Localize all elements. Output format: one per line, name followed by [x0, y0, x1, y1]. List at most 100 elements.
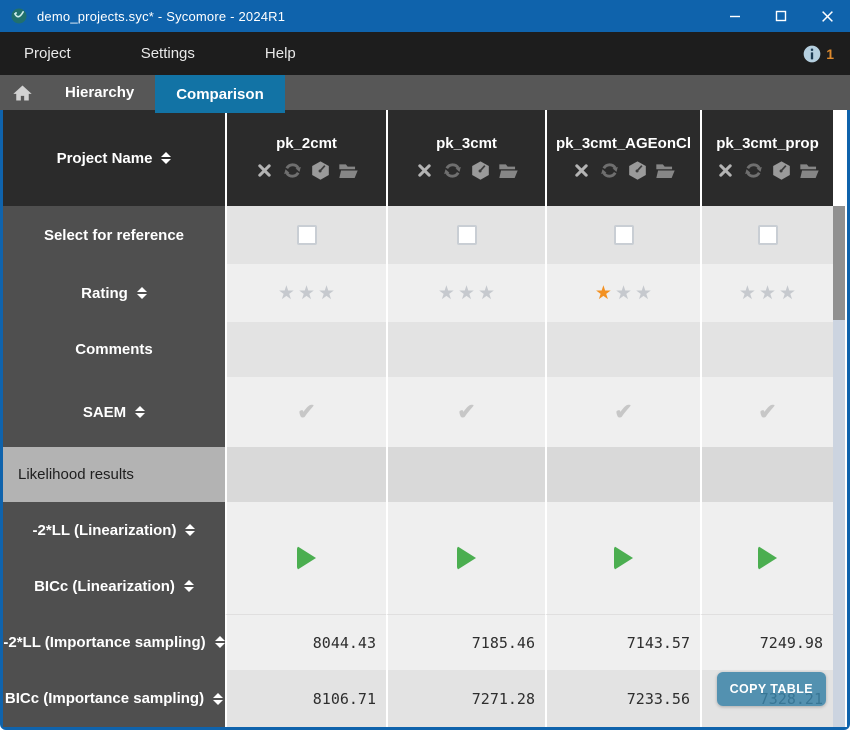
title-bar: demo_projects.syc* - Sycomore - 2024R1 — [0, 0, 850, 32]
scrollbar-thumb[interactable] — [833, 206, 845, 320]
section-cell — [225, 447, 386, 502]
star-rating[interactable] — [438, 282, 495, 305]
tab-comparison[interactable]: Comparison — [155, 75, 285, 113]
comparison-table: Project Name pk_2cmt pk_3cmt pk_3cmt_AGE… — [0, 110, 850, 730]
row-label-text: Comments — [75, 341, 153, 358]
run-linearization-play-icon[interactable] — [457, 546, 476, 570]
saem-cell-pk-3cmt-ageoncl — [545, 377, 700, 447]
sort-icon — [183, 580, 194, 592]
star-icon[interactable] — [779, 282, 796, 305]
menu-bar: Project Settings Help 1 — [0, 32, 850, 75]
sort-icon — [214, 636, 225, 648]
run-linearization-play-icon[interactable] — [297, 546, 316, 570]
reference-checkbox[interactable] — [456, 225, 477, 245]
reload-project-icon[interactable] — [743, 160, 764, 181]
run-linearization-play-icon[interactable] — [758, 546, 777, 570]
project-column-name: pk_3cmt_AGEonCl — [555, 135, 692, 152]
monolix-project-icon[interactable] — [470, 160, 491, 181]
row-label-rating[interactable]: Rating — [3, 264, 225, 322]
maximize-icon — [775, 10, 787, 22]
tab-hierarchy[interactable]: Hierarchy — [65, 84, 135, 101]
row-label-text: BICc (Importance sampling) — [4, 690, 205, 707]
menu-help[interactable]: Help — [264, 45, 296, 62]
star-icon[interactable] — [615, 282, 632, 305]
linearization-cell-pk-3cmt-prop — [700, 502, 833, 614]
minimize-button[interactable] — [712, 0, 758, 32]
star-icon[interactable] — [635, 282, 652, 305]
column-header-pk-2cmt: pk_2cmt — [225, 110, 386, 206]
close-project-icon[interactable] — [715, 160, 736, 181]
home-button[interactable] — [0, 75, 44, 110]
star-icon[interactable] — [298, 282, 315, 305]
reference-checkbox[interactable] — [757, 225, 778, 245]
reload-project-icon[interactable] — [282, 160, 303, 181]
star-icon[interactable] — [318, 282, 335, 305]
close-project-icon[interactable] — [254, 160, 275, 181]
open-folder-icon[interactable] — [498, 160, 519, 181]
column-header-project-name[interactable]: Project Name — [3, 110, 225, 206]
section-cell — [700, 447, 833, 502]
row-label-linearization: -2*LL (Linearization) BICc (Linearizatio… — [3, 502, 225, 614]
check-icon — [758, 399, 776, 425]
project-column-name: pk_3cmt — [436, 135, 497, 152]
row-label-comments: Comments — [3, 322, 225, 377]
star-rating[interactable] — [595, 282, 652, 305]
open-folder-icon[interactable] — [799, 160, 820, 181]
monolix-project-icon[interactable] — [771, 160, 792, 181]
star-icon[interactable] — [438, 282, 455, 305]
copy-table-button[interactable]: COPY TABLE — [716, 672, 826, 706]
row-label-saem[interactable]: SAEM — [3, 377, 225, 447]
star-icon[interactable] — [278, 282, 295, 305]
notifications-indicator[interactable]: 1 — [802, 44, 834, 64]
star-rating[interactable] — [278, 282, 335, 305]
close-icon — [821, 10, 833, 22]
star-icon[interactable] — [458, 282, 475, 305]
section-cell — [386, 447, 545, 502]
info-icon — [803, 45, 821, 62]
maximize-button[interactable] — [758, 0, 804, 32]
comments-cell-pk-3cmt-ageoncl[interactable] — [545, 322, 700, 377]
comments-cell-pk-3cmt[interactable] — [386, 322, 545, 377]
open-folder-icon[interactable] — [338, 160, 359, 181]
project-column-name: pk_3cmt_prop — [716, 135, 819, 152]
vertical-scrollbar — [833, 110, 847, 727]
m2ll-is-value-pk-3cmt-prop: 7249.98 — [700, 614, 833, 670]
sort-icon — [185, 524, 196, 536]
row-label-bicc-importance-sampling[interactable]: BICc (Importance sampling) — [3, 670, 225, 727]
menu-project[interactable]: Project — [24, 45, 71, 62]
monolix-project-icon[interactable] — [310, 160, 331, 181]
row-label-m2ll-importance-sampling[interactable]: -2*LL (Importance sampling) — [3, 614, 225, 670]
reference-checkbox[interactable] — [613, 225, 634, 245]
reference-cell-pk-2cmt — [225, 206, 386, 264]
linearization-cell-pk-3cmt — [386, 502, 545, 614]
comments-cell-pk-2cmt[interactable] — [225, 322, 386, 377]
column-header-pk-3cmt-prop: pk_3cmt_prop — [700, 110, 833, 206]
close-project-icon[interactable] — [414, 160, 435, 181]
section-header-text: Likelihood results — [18, 466, 134, 483]
run-linearization-play-icon[interactable] — [614, 546, 633, 570]
project-tools — [254, 160, 359, 181]
m2ll-is-value-pk-3cmt: 7185.46 — [386, 614, 545, 670]
close-project-icon[interactable] — [571, 160, 592, 181]
project-tools — [715, 160, 820, 181]
reference-cell-pk-3cmt-ageoncl — [545, 206, 700, 264]
reload-project-icon[interactable] — [599, 160, 620, 181]
star-rating[interactable] — [739, 282, 796, 305]
star-icon[interactable] — [478, 282, 495, 305]
close-button[interactable] — [804, 0, 850, 32]
rating-cell-pk-3cmt-ageoncl — [545, 264, 700, 322]
row-label-bicc-linearization[interactable]: BICc (Linearization) — [34, 558, 194, 614]
monolix-project-icon[interactable] — [627, 160, 648, 181]
reload-project-icon[interactable] — [442, 160, 463, 181]
row-label-m2ll-linearization[interactable]: -2*LL (Linearization) — [33, 502, 196, 558]
comments-cell-pk-3cmt-prop[interactable] — [700, 322, 833, 377]
menu-settings[interactable]: Settings — [140, 45, 195, 62]
open-folder-icon[interactable] — [655, 160, 676, 181]
scrollbar-track[interactable] — [833, 320, 845, 727]
check-icon — [457, 399, 475, 425]
reference-cell-pk-3cmt-prop — [700, 206, 833, 264]
star-icon[interactable] — [595, 282, 612, 305]
reference-checkbox[interactable] — [296, 225, 317, 245]
star-icon[interactable] — [759, 282, 776, 305]
star-icon[interactable] — [739, 282, 756, 305]
